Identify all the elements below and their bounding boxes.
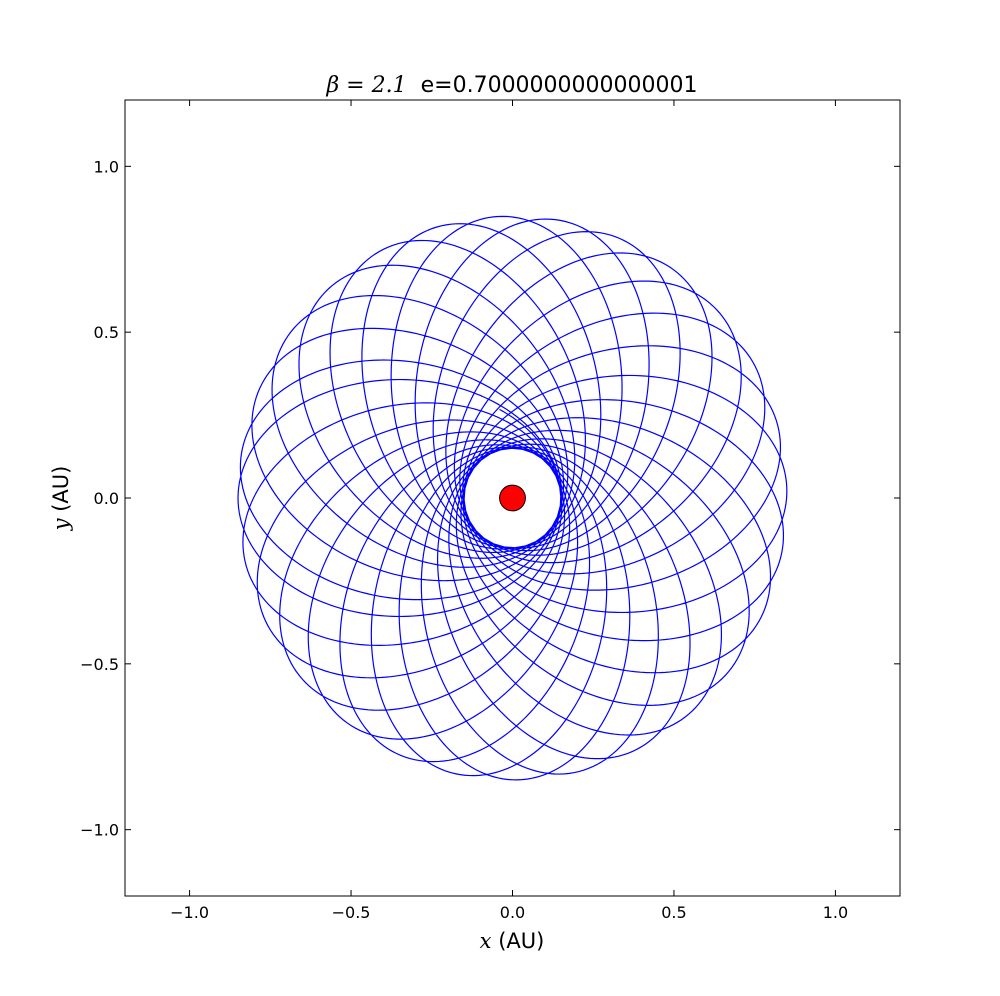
- y-axis-label: y (AU): [49, 466, 73, 532]
- x-axis-label: x (AU): [480, 929, 545, 953]
- x-axis-label-text: (AU): [492, 929, 545, 953]
- x-tick-label: 1.0: [823, 903, 848, 922]
- sun-marker: [499, 484, 526, 512]
- y-ticks: −1.0 −0.5 0.0 0.5 1.0: [80, 157, 900, 840]
- x-tick-label: −1.0: [170, 903, 209, 922]
- x-ticks: −1.0 −0.5 0.0 0.5 1.0: [170, 100, 848, 922]
- y-tick-label: 1.0: [94, 157, 119, 176]
- x-tick-label: 0.0: [500, 903, 525, 922]
- title-math: β = 2.1: [325, 73, 406, 98]
- plot-area: −1.0 −0.5 0.0 0.5 1.0 −1.0 −0.5 0.0 0.5 1.0: [80, 99, 901, 922]
- x-axis-label-math: x: [480, 929, 492, 953]
- x-tick-label: −0.5: [332, 903, 371, 922]
- title-text: e=0.7000000000000001: [421, 73, 698, 98]
- y-axis-label-text: (AU): [49, 466, 73, 519]
- x-tick-label: 0.5: [661, 903, 686, 922]
- y-axis-label-math: y: [49, 517, 73, 531]
- y-tick-label: 0.0: [94, 489, 119, 508]
- y-tick-label: −1.0: [80, 821, 119, 840]
- y-tick-label: 0.5: [94, 323, 119, 342]
- y-tick-label: −0.5: [80, 655, 119, 674]
- orbit-trajectory: [237, 215, 788, 781]
- sun-layer: [499, 484, 526, 512]
- orbit-layer: [237, 215, 788, 781]
- chart-title: β = 2.1 e=0.7000000000000001: [325, 73, 697, 98]
